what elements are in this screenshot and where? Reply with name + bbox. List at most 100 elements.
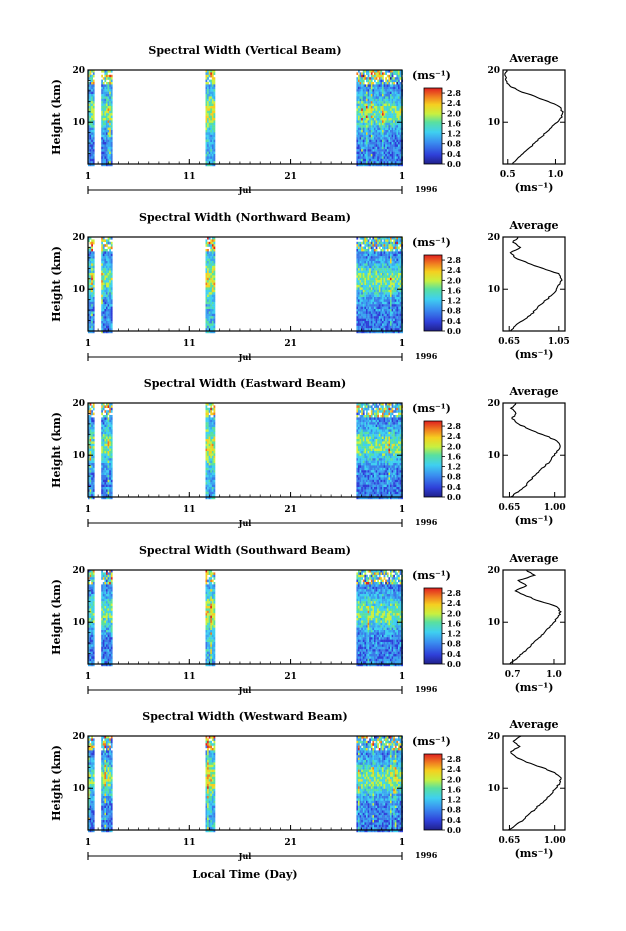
- heatmap-cell: [388, 304, 391, 307]
- heatmap-cell: [362, 251, 365, 254]
- heatmap-cell: [101, 106, 103, 109]
- heatmap-cell: [364, 74, 367, 78]
- heatmap-cell: [91, 417, 93, 420]
- heatmap-cell: [372, 318, 375, 322]
- heatmap-cell: [385, 113, 387, 116]
- heatmap-cell: [358, 465, 360, 468]
- heatmap-cell: [366, 130, 368, 133]
- heatmap-cell: [101, 477, 103, 480]
- heatmap-cell: [369, 436, 371, 440]
- heatmap-cell: [375, 455, 378, 459]
- heatmap-cell: [380, 321, 383, 324]
- heatmap-cell: [369, 318, 371, 322]
- heatmap-cell: [88, 436, 90, 440]
- heatmap-cell: [106, 156, 108, 159]
- heatmap-cell: [205, 318, 208, 322]
- heatmap-cell: [358, 451, 360, 454]
- heatmap-cell: [378, 309, 381, 312]
- heatmap-cell: [388, 132, 391, 135]
- heatmap-cell: [366, 289, 368, 293]
- heatmap-cell: [356, 263, 359, 266]
- heatmap-cell: [374, 132, 376, 135]
- heatmap-cell: [370, 89, 373, 92]
- heatmap-cell: [89, 268, 92, 271]
- heatmap-cell: [208, 127, 211, 131]
- heatmap-cell: [388, 237, 391, 240]
- heatmap-cell: [396, 94, 399, 97]
- heatmap-cell: [101, 482, 103, 485]
- year-label: 1996: [415, 184, 438, 194]
- heatmap-cell: [106, 306, 108, 310]
- heatmap-cell: [398, 241, 400, 245]
- heatmap-cell: [211, 431, 214, 435]
- heatmap-cell: [370, 132, 373, 135]
- heatmap-cell: [109, 443, 111, 447]
- heatmap-cell: [213, 251, 216, 254]
- heatmap-cell: [210, 120, 213, 123]
- heatmap-cell: [104, 328, 107, 331]
- heatmap-cell: [386, 149, 389, 152]
- heatmap-cell: [374, 484, 376, 488]
- heatmap-cell: [398, 94, 400, 97]
- heatmap-cell: [372, 482, 375, 485]
- heatmap-cell: [207, 110, 209, 114]
- heatmap-cell: [399, 318, 402, 322]
- heatmap-cell: [361, 84, 363, 87]
- heatmap-cell: [383, 277, 386, 281]
- heatmap-cell: [369, 477, 371, 480]
- heatmap-cell: [205, 261, 208, 264]
- heatmap-cell: [104, 482, 107, 485]
- average-profile-line: [509, 236, 563, 332]
- heatmap-cell: [367, 154, 370, 157]
- heatmap-cell: [92, 115, 95, 119]
- heatmap-cell: [107, 277, 110, 281]
- heatmap-cell: [213, 79, 216, 83]
- heatmap-cell: [380, 287, 383, 290]
- heatmap-cell: [110, 330, 113, 334]
- heatmap-cell: [356, 241, 359, 245]
- heatmap-cell: [88, 280, 90, 283]
- heatmap-cell: [213, 491, 216, 495]
- heatmap-cell: [211, 151, 214, 155]
- heatmap-cell: [210, 253, 213, 257]
- heatmap-cell: [211, 491, 214, 495]
- heatmap-cell: [101, 405, 103, 408]
- heatmap-cell: [358, 98, 360, 102]
- heatmap-cell: [106, 127, 108, 131]
- heatmap-cell: [359, 154, 362, 157]
- heatmap-cell: [372, 151, 375, 155]
- heatmap-cell: [211, 258, 214, 262]
- heatmap-cell: [104, 149, 107, 152]
- heatmap-cell: [92, 122, 95, 126]
- heatmap-cell: [399, 237, 402, 240]
- heatmap-cell: [377, 127, 379, 131]
- heatmap-cell: [366, 110, 368, 114]
- heatmap-cell: [106, 417, 108, 420]
- heatmap-cell: [370, 70, 373, 73]
- heatmap-cell: [391, 134, 394, 138]
- heatmap-cell: [393, 101, 395, 104]
- heatmap-cell: [88, 130, 90, 133]
- heatmap-cell: [211, 149, 214, 152]
- heatmap-cell: [391, 156, 394, 159]
- heatmap-cell: [213, 487, 216, 490]
- heatmap-cell: [390, 139, 392, 143]
- heatmap-cell: [396, 125, 399, 128]
- heatmap-cell: [361, 460, 363, 464]
- heatmap-cell: [378, 292, 381, 295]
- heatmap-cell: [362, 154, 365, 157]
- heatmap-cell: [374, 429, 376, 432]
- heatmap-cell: [208, 446, 211, 449]
- heatmap-cell: [205, 142, 208, 145]
- heatmap-cell: [208, 441, 211, 444]
- heatmap-cell: [361, 103, 363, 107]
- heatmap-cell: [382, 134, 384, 138]
- heatmap-cell: [102, 270, 105, 274]
- heatmap-cell: [208, 115, 211, 119]
- heatmap-cell: [102, 106, 105, 109]
- heatmap-cell: [213, 496, 216, 500]
- heatmap-cell: [102, 482, 105, 485]
- heatmap-cell: [213, 294, 216, 298]
- heatmap-cell: [102, 275, 105, 278]
- heatmap-cell: [364, 451, 367, 454]
